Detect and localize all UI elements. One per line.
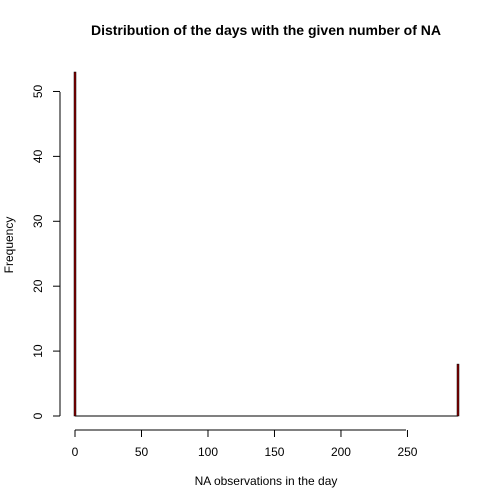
y-tick-label: 40 bbox=[31, 149, 45, 163]
y-tick-label: 30 bbox=[31, 214, 45, 228]
y-tick-label: 50 bbox=[31, 84, 45, 98]
y-tick-label: 10 bbox=[31, 344, 45, 358]
histogram-bars bbox=[73, 71, 460, 417]
x-tick-label: 200 bbox=[331, 445, 351, 459]
y-tick-label: 0 bbox=[31, 412, 45, 419]
histogram-bar bbox=[456, 363, 460, 417]
y-axis-label: Frequency bbox=[2, 217, 16, 274]
x-axis-ticks: 0 50 100 150 200 250 bbox=[72, 430, 418, 459]
x-tick-label: 100 bbox=[198, 445, 218, 459]
chart-title: Distribution of the days with the given … bbox=[91, 22, 441, 38]
y-tick-label: 20 bbox=[31, 279, 45, 293]
x-tick-label: 50 bbox=[135, 445, 149, 459]
x-tick-label: 150 bbox=[264, 445, 284, 459]
x-tick-label: 250 bbox=[397, 445, 417, 459]
histogram-bar bbox=[73, 71, 77, 417]
x-tick-label: 0 bbox=[72, 445, 79, 459]
y-axis-ticks: 0 10 20 30 40 50 bbox=[31, 84, 60, 419]
x-axis-label: NA observations in the day bbox=[195, 474, 338, 488]
